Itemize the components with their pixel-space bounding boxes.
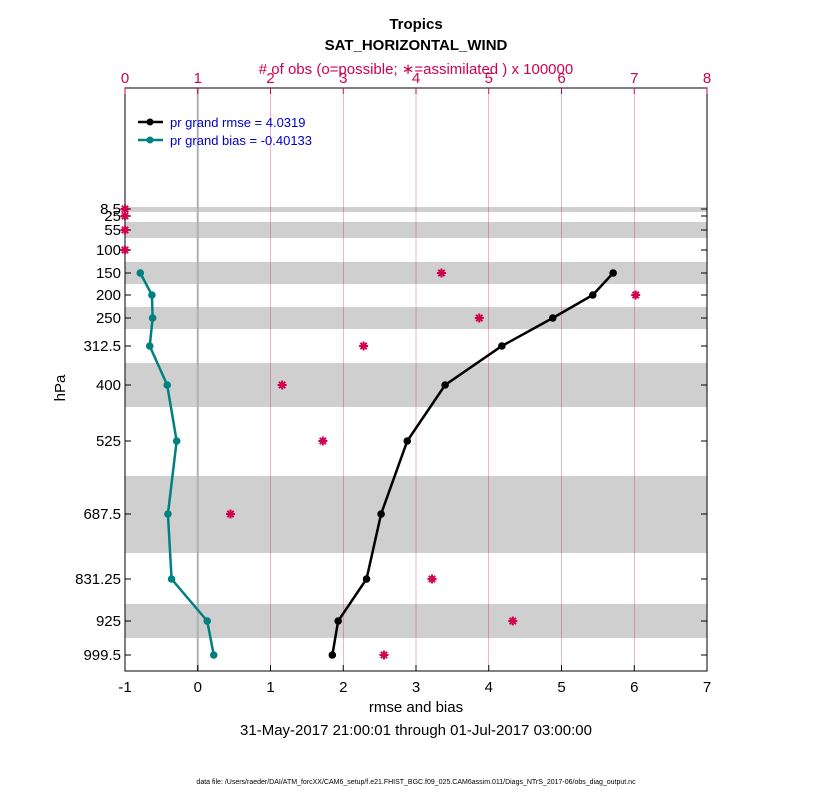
y-tick-label-13: 999.5 xyxy=(83,647,121,664)
top-tick-label-5: 5 xyxy=(485,70,493,87)
obs-marker-stroke xyxy=(121,212,129,220)
obs-marker-400 xyxy=(277,380,287,390)
chart-subtitle: SAT_HORIZONTAL_WIND xyxy=(325,37,508,54)
y-axis-label: hPa xyxy=(52,374,69,401)
obs-marker-200 xyxy=(631,290,641,300)
data-series xyxy=(136,269,617,659)
rmse-point-687.5 xyxy=(377,510,385,518)
top-tick-label-2: 2 xyxy=(266,70,274,87)
rmse-point-250 xyxy=(548,314,557,322)
obs-marker-stroke xyxy=(121,205,129,213)
bias-point-200 xyxy=(148,291,156,299)
top-tick-label-1: 1 xyxy=(194,70,202,87)
obs-marker-525 xyxy=(318,436,328,446)
legend: pr grand rmse = 4.0319 pr grand bias = -… xyxy=(138,115,312,148)
top-tick-label-7: 7 xyxy=(630,70,638,87)
obs-marker-stroke xyxy=(318,437,327,445)
y-tick-label-0: 8.5 xyxy=(100,201,121,218)
obs-marker-stroke xyxy=(226,510,235,518)
legend-rmse-marker xyxy=(146,118,154,126)
data-file-footer: data file: /Users/raeder/DAI/ATM_forcXX/… xyxy=(196,779,636,786)
y-tick-label-1: 25 xyxy=(104,208,121,225)
top-tick-label-4: 4 xyxy=(412,70,420,87)
obs-marker-25 xyxy=(120,211,130,221)
obs-marker-312.5 xyxy=(359,341,369,351)
y-tick-label-8: 400 xyxy=(96,377,121,394)
bias-point-999.5 xyxy=(209,651,218,659)
bias-point-525 xyxy=(172,437,181,445)
obs-marker-stroke xyxy=(278,381,287,389)
y-tick-label-5: 200 xyxy=(96,287,121,304)
y-tick-label-2: 55 xyxy=(104,222,121,239)
chart-title: Tropics xyxy=(389,16,442,33)
x-tick-label-5: 5 xyxy=(557,679,565,696)
top-axis-label: # of obs (o=possible; ∗=assimilated ) x … xyxy=(259,61,573,78)
bias-point-400 xyxy=(163,381,171,389)
obs-marker-stroke xyxy=(437,269,446,277)
rmse-point-200 xyxy=(588,291,597,299)
y-tick-label-7: 312.5 xyxy=(83,338,121,355)
bottom-axis-ticks: -1 0 1 2 3 4 5 6 7 xyxy=(118,665,711,696)
obs-marker-55 xyxy=(120,225,130,235)
x-tick-label-2: 2 xyxy=(339,679,347,696)
bias-point-250 xyxy=(148,314,157,322)
top-tick-label-6: 6 xyxy=(557,70,565,87)
x-tick-label--1: -1 xyxy=(118,679,131,696)
rmse-point-831.25 xyxy=(362,575,371,583)
obs-marker-925 xyxy=(508,616,518,626)
obs-marker-stroke xyxy=(121,226,129,234)
x-tick-label-3: 3 xyxy=(412,679,420,696)
bias-point-831.25 xyxy=(167,575,176,583)
x-tick-label-1: 1 xyxy=(266,679,274,696)
legend-bias-label: pr grand bias = -0.40133 xyxy=(170,133,312,148)
obs-marker-150 xyxy=(436,268,446,278)
obs-marker-stroke xyxy=(475,314,484,322)
top-tick-label-3: 3 xyxy=(339,70,347,87)
rmse-point-925 xyxy=(334,617,342,625)
obs-marker-687.5 xyxy=(225,509,235,519)
obs-marker-stroke xyxy=(121,246,129,254)
x-tick-label-7: 7 xyxy=(703,679,711,696)
x-tick-label-0: 0 xyxy=(194,679,202,696)
rmse-point-312.5 xyxy=(498,342,506,350)
y-tick-label-10: 687.5 xyxy=(83,506,121,523)
rmse-point-150 xyxy=(609,269,617,277)
top-tick-label-8: 8 xyxy=(703,70,711,87)
rmse-point-999.5 xyxy=(328,651,337,659)
obs-marker-100 xyxy=(120,245,130,255)
obs-marker-stroke xyxy=(631,291,640,299)
obs-marker-stroke xyxy=(508,617,517,625)
rmse-line xyxy=(331,272,615,656)
obs-marker-831.25 xyxy=(427,574,437,584)
bias-point-312.5 xyxy=(145,342,154,350)
rmse-point-525 xyxy=(403,437,412,445)
rmse-point-400 xyxy=(441,381,449,389)
y-tick-label-6: 250 xyxy=(96,310,121,327)
y-tick-label-3: 100 xyxy=(96,242,121,259)
obs-marker-250 xyxy=(474,313,484,323)
y-tick-label-4: 150 xyxy=(96,265,121,282)
top-tick-label-0: 0 xyxy=(121,70,129,87)
obs-marker-999.5 xyxy=(379,650,389,660)
x-tick-label-6: 6 xyxy=(630,679,638,696)
bias-point-687.5 xyxy=(164,510,172,518)
obs-marker-stroke xyxy=(428,575,436,583)
date-range-label: 31-May-2017 21:00:01 through 01-Jul-2017… xyxy=(240,722,592,739)
legend-rmse-label: pr grand rmse = 4.0319 xyxy=(170,115,306,130)
top-axis-ticks: 0 1 2 3 4 5 6 7 8 xyxy=(121,70,711,94)
legend-bias-marker xyxy=(146,136,154,144)
obs-marker-stroke xyxy=(359,342,368,350)
obs-count-markers xyxy=(120,204,641,660)
bias-line xyxy=(139,272,215,656)
y-tick-label-9: 525 xyxy=(96,433,121,450)
bias-point-925 xyxy=(203,617,212,625)
obs-marker-stroke xyxy=(380,651,388,659)
x-axis-label: rmse and bias xyxy=(369,699,463,716)
y-tick-label-12: 925 xyxy=(96,613,121,630)
x-tick-label-4: 4 xyxy=(485,679,493,696)
bias-point-150 xyxy=(136,269,145,277)
y-tick-label-11: 831.25 xyxy=(75,571,121,588)
